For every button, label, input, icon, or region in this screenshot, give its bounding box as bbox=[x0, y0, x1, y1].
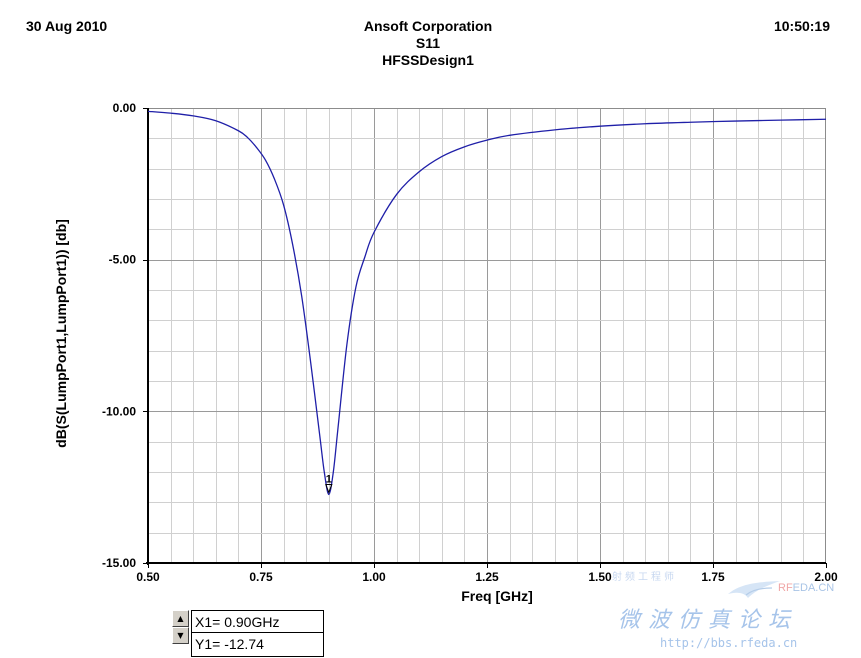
grid-lines bbox=[148, 108, 826, 563]
marker-triangle-icon bbox=[325, 483, 333, 494]
marker-spinner[interactable]: ▲ ▼ bbox=[172, 610, 189, 644]
marker-x-readout: X1= 0.90GHz bbox=[195, 614, 280, 630]
x-axis-title: Freq [GHz] bbox=[461, 588, 533, 604]
watermark-small-text: 射频工程师 bbox=[612, 572, 677, 583]
axis-ticks bbox=[143, 108, 827, 568]
marker-label: 1 bbox=[326, 473, 332, 485]
x-tick-label: 0.50 bbox=[136, 570, 160, 584]
x-tick-label: 1.25 bbox=[475, 570, 499, 584]
design-name: HFSSDesign1 bbox=[382, 52, 474, 68]
y-tick-label: -15.00 bbox=[102, 556, 136, 570]
x-tick-label: 1.00 bbox=[362, 570, 386, 584]
watermark-brand: RFEDA.CN bbox=[778, 582, 835, 594]
y-tick-label: 0.00 bbox=[113, 101, 137, 115]
report-date: 30 Aug 2010 bbox=[26, 18, 108, 34]
x-tick-label: 1.50 bbox=[588, 570, 612, 584]
plot-name: S11 bbox=[415, 35, 441, 51]
company-name: Ansoft Corporation bbox=[363, 18, 493, 34]
watermark-bird-icon bbox=[728, 581, 780, 598]
y-axis-title: dB(S(LumpPort1,LumpPort1)) [db] bbox=[53, 219, 69, 448]
report-header: Ansoft Corporation S11 HFSSDesign1 bbox=[280, 18, 576, 69]
watermark-url: http://bbs.rfeda.cn bbox=[660, 636, 798, 650]
marker-readout-box: X1= 0.90GHz Y1= -12.74 bbox=[191, 610, 324, 657]
spin-up-icon[interactable]: ▲ bbox=[172, 610, 189, 627]
y-tick-label: -5.00 bbox=[109, 253, 137, 267]
spin-down-icon[interactable]: ▼ bbox=[172, 627, 189, 644]
marker-y-readout: Y1= -12.74 bbox=[195, 636, 264, 652]
marker-readout-panel: ▲ ▼ X1= 0.90GHz Y1= -12.74 bbox=[172, 610, 324, 657]
series-line-s11 bbox=[147, 110, 827, 496]
x-tick-label: 0.75 bbox=[249, 570, 273, 584]
x-tick-label: 2.00 bbox=[814, 570, 838, 584]
x-tick-label: 1.75 bbox=[701, 570, 725, 584]
report-time: 10:50:19 bbox=[773, 18, 830, 34]
y-tick-label: -10.00 bbox=[102, 404, 136, 418]
readout-divider bbox=[192, 632, 323, 633]
watermark-forum-name: 微波仿真论坛 bbox=[618, 608, 799, 633]
